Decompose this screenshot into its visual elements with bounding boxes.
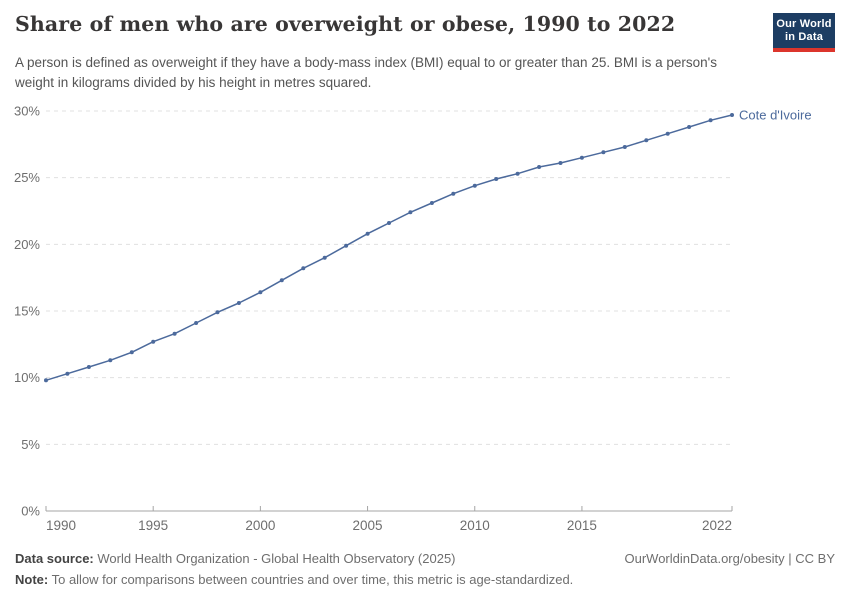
chart-footer: Data source: World Health Organization -… bbox=[15, 548, 835, 590]
data-source-label: Data source: bbox=[15, 551, 94, 566]
data-point bbox=[387, 221, 391, 225]
data-point bbox=[579, 155, 584, 160]
data-point bbox=[601, 150, 606, 155]
y-tick-label: 25% bbox=[14, 170, 40, 185]
data-point bbox=[644, 138, 649, 143]
owid-logo-text: Our World in Data bbox=[773, 13, 835, 48]
data-point bbox=[622, 145, 627, 149]
data-point bbox=[515, 171, 520, 176]
data-point bbox=[344, 243, 349, 248]
x-tick-label: 2022 bbox=[702, 518, 732, 533]
data-point bbox=[687, 125, 692, 129]
data-point bbox=[86, 365, 91, 369]
data-point bbox=[279, 278, 284, 283]
data-point bbox=[44, 378, 48, 383]
data-point bbox=[665, 131, 670, 136]
data-point bbox=[215, 310, 220, 315]
y-tick-label: 30% bbox=[14, 104, 40, 119]
data-point bbox=[322, 255, 327, 260]
data-point bbox=[537, 165, 542, 169]
data-point bbox=[365, 231, 370, 236]
data-point bbox=[494, 177, 499, 181]
y-tick-label: 15% bbox=[14, 304, 40, 319]
y-tick-label: 10% bbox=[14, 370, 40, 385]
series-end-label: Cote d'Ivoire bbox=[739, 108, 812, 123]
footer-source-row: Data source: World Health Organization -… bbox=[15, 548, 835, 569]
x-tick-label: 2015 bbox=[567, 518, 597, 533]
data-point bbox=[194, 321, 199, 325]
x-tick-label: 1990 bbox=[46, 518, 76, 533]
data-point bbox=[408, 210, 413, 215]
page-title: Share of men who are overweight or obese… bbox=[15, 12, 676, 36]
note-label: Note: bbox=[15, 572, 49, 587]
x-tick-label: 2010 bbox=[460, 518, 490, 533]
note-text: To allow for comparisons between countri… bbox=[48, 572, 574, 587]
data-point bbox=[451, 191, 456, 196]
chart-subtitle: A person is defined as overweight if the… bbox=[15, 55, 717, 90]
data-point bbox=[108, 358, 113, 363]
data-point bbox=[730, 113, 734, 117]
data-point bbox=[472, 183, 477, 188]
data-point bbox=[301, 266, 306, 271]
x-tick-label: 1995 bbox=[138, 518, 168, 533]
footer-note-row: Note: To allow for comparisons between c… bbox=[15, 569, 835, 590]
y-tick-label: 0% bbox=[21, 504, 40, 519]
data-point bbox=[172, 331, 177, 336]
data-point bbox=[558, 161, 563, 165]
x-tick-label: 2005 bbox=[353, 518, 383, 533]
data-source-text: World Health Organization - Global Healt… bbox=[93, 551, 456, 566]
y-tick-label: 5% bbox=[21, 437, 40, 452]
data-point bbox=[708, 118, 713, 123]
data-point bbox=[258, 290, 263, 295]
owid-logo[interactable]: Our World in Data bbox=[773, 13, 835, 52]
data-point bbox=[65, 371, 70, 376]
data-point bbox=[129, 350, 134, 355]
data-point bbox=[151, 339, 156, 344]
owid-link[interactable]: OurWorldinData.org/obesity | CC BY bbox=[624, 551, 836, 566]
data-source: Data source: World Health Organization -… bbox=[15, 548, 456, 569]
y-tick-label: 20% bbox=[14, 237, 40, 252]
series-line bbox=[45, 114, 733, 382]
x-tick-label: 2000 bbox=[245, 518, 275, 533]
data-point bbox=[429, 201, 434, 205]
data-point bbox=[236, 301, 241, 305]
